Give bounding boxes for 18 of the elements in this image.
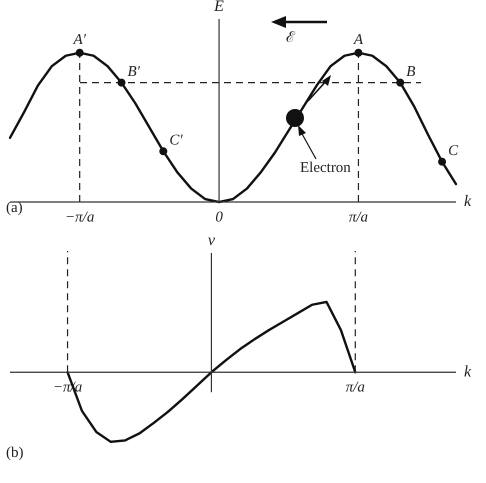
x-tick-label: π/a <box>348 209 368 226</box>
annotation: Electron <box>300 160 351 177</box>
x-tick-label: π/a <box>346 380 365 396</box>
annotation: C′ <box>169 132 184 149</box>
annotation: (a) <box>6 200 23 217</box>
text: (b) <box>6 445 24 462</box>
text: ℰ <box>286 29 295 47</box>
annotation: B′ <box>128 64 141 80</box>
x-axis-title: k <box>464 193 472 210</box>
x-axis-title: k <box>464 363 472 380</box>
text: A′ <box>72 32 87 48</box>
y-axis-title: E <box>213 0 224 16</box>
x-tick-label: −π/a <box>65 209 94 226</box>
text: A <box>352 32 364 48</box>
annotation: B <box>406 64 416 80</box>
x-tick-label: 0 <box>215 209 224 226</box>
y-axis-title: v <box>208 232 216 250</box>
annotation: C <box>448 143 460 160</box>
